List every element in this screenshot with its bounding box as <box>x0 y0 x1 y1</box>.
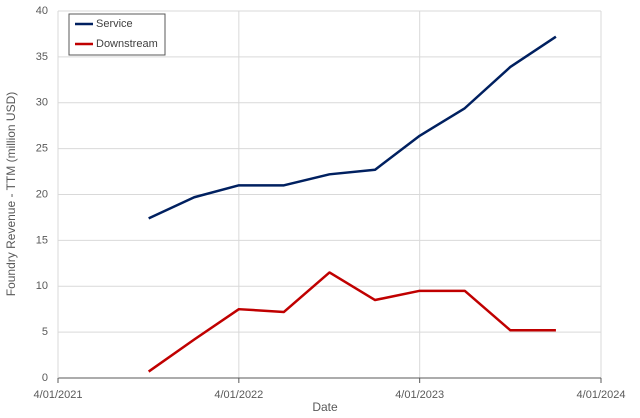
legend-label: Downstream <box>96 38 158 50</box>
series-line <box>147 271 556 373</box>
y-tick-label: 5 <box>42 326 48 338</box>
x-tick-label: 4/01/2022 <box>214 389 263 401</box>
x-axis-label: Date <box>312 400 338 414</box>
y-axis-label: Foundry Revenue - TTM (million USD) <box>4 92 18 297</box>
series-line <box>148 35 557 220</box>
y-tick-label: 20 <box>36 188 48 200</box>
y-tick-label: 15 <box>36 234 48 246</box>
y-tick-label: 0 <box>42 372 48 384</box>
x-tick-label: 4/01/2024 <box>577 389 626 401</box>
legend-box <box>68 13 166 56</box>
y-tick-label: 40 <box>36 5 48 17</box>
y-tick-label: 35 <box>36 51 48 63</box>
x-tick-label: 4/01/2021 <box>34 389 83 401</box>
y-tick-label: 10 <box>36 280 48 292</box>
y-tick-label: 25 <box>36 143 48 155</box>
y-tick-label: 30 <box>36 97 48 109</box>
legend: Service Downstream <box>68 13 166 56</box>
x-tick-label: 4/01/2023 <box>395 389 444 401</box>
legend-label: Service <box>96 18 133 30</box>
